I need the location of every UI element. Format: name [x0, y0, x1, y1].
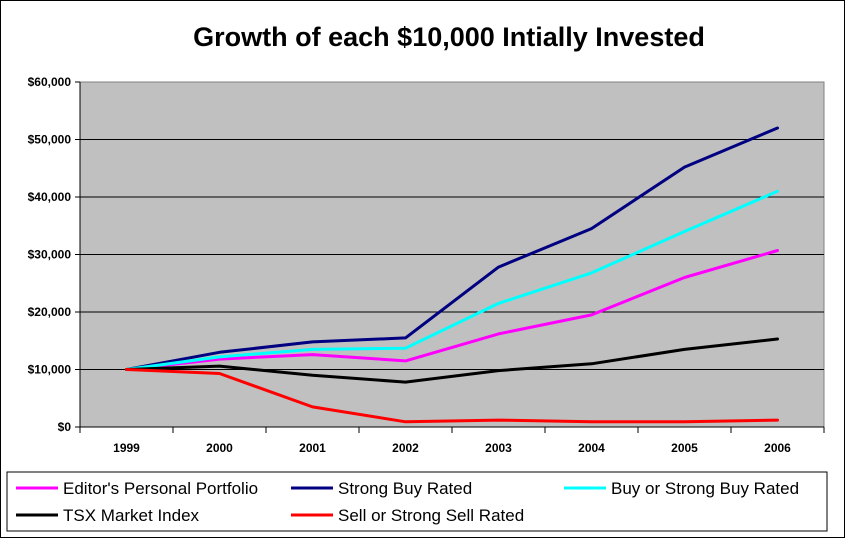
legend-label: Buy or Strong Buy Rated: [611, 479, 799, 498]
y-tick-label: $60,000: [28, 75, 72, 89]
y-tick-label: $20,000: [28, 305, 72, 319]
series-line-3: [125, 337, 779, 384]
y-axis: $0 $10,000 $20,000 $30,000 $40,000 $50,000 $60…: [28, 75, 81, 434]
y-tick-label: $40,000: [28, 190, 72, 204]
legend: [6, 471, 828, 532]
legend-label: Sell or Strong Sell Rated: [338, 506, 524, 525]
chart-title: Growth of each $10,000 Intially Invested: [193, 22, 705, 52]
series-line-0: [125, 249, 779, 371]
series-line-4: [125, 368, 779, 424]
legend-label: Strong Buy Rated: [338, 479, 472, 498]
x-tick-label: 2000: [206, 441, 233, 455]
x-tick-label: 2001: [299, 441, 326, 455]
x-tick-label: 2004: [578, 441, 605, 455]
x-axis: 1999 2000 2001 2002 2003 2004 2005 2006: [79, 426, 825, 455]
y-tick-label: $10,000: [28, 363, 72, 377]
x-tick-label: 2005: [671, 441, 698, 455]
y-tick-label: $50,000: [28, 133, 72, 147]
y-tick-label: $0: [58, 420, 72, 434]
y-tick-label: $30,000: [28, 248, 72, 262]
series-line-1: [125, 126, 779, 371]
series-line-2: [125, 189, 779, 371]
legend-items: Editor's Personal Portfolio Strong Buy Ra…: [16, 479, 799, 525]
x-tick-label: 2002: [392, 441, 419, 455]
gridlines: [80, 139, 824, 370]
x-tick-label: 2006: [764, 441, 791, 455]
x-tick-label: 1999: [113, 441, 140, 455]
series-lines: [125, 126, 779, 424]
x-tick-label: 2003: [485, 441, 512, 455]
legend-label: TSX Market Index: [63, 506, 200, 525]
legend-label: Editor's Personal Portfolio: [63, 479, 258, 498]
